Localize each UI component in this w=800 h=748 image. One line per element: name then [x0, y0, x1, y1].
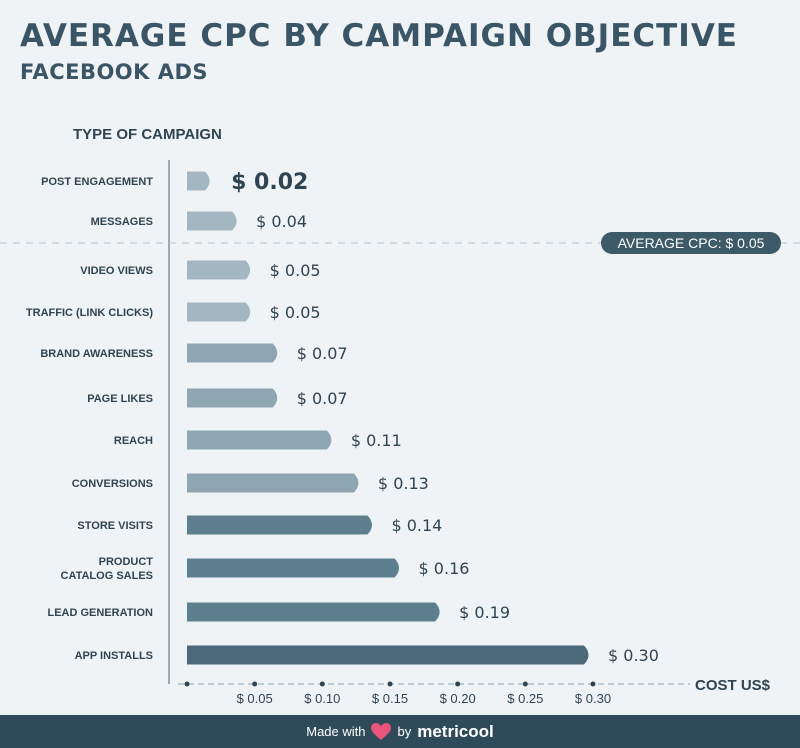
x-tick-label: $ 0.05: [237, 691, 273, 706]
chart-title: AVERAGE CPC BY CAMPAIGN OBJECTIVE: [20, 18, 738, 54]
value-label: $ 0.02: [231, 170, 308, 195]
x-tick-label: $ 0.20: [440, 691, 476, 706]
bar: [187, 260, 251, 280]
value-label: $ 0.04: [256, 212, 307, 231]
category-label: REACH: [114, 435, 153, 447]
bar: [187, 430, 332, 450]
chart-subtitle: FACEBOOK ADS: [20, 60, 209, 84]
metricool-logo[interactable]: metricool: [417, 721, 494, 741]
bar: [187, 515, 372, 535]
value-label: $ 0.07: [297, 389, 348, 408]
category-label: VIDEO VIEWS: [80, 265, 153, 277]
x-tick-dot: [387, 681, 393, 687]
category-label: POST ENGAGEMENT: [41, 176, 153, 188]
bar: [187, 211, 237, 231]
category-label: MESSAGES: [91, 216, 153, 228]
category-label: PRODUCT CATALOG SALES: [61, 556, 154, 582]
value-label: $ 0.30: [608, 646, 659, 665]
x-tick-dot: [319, 681, 325, 687]
value-label: $ 0.11: [351, 431, 402, 450]
average-badge: [601, 232, 781, 254]
by-text: by: [397, 724, 412, 739]
bar: [187, 388, 278, 408]
bar-chart: AVERAGE CPC: $ 0.05 POST ENGAGEMENT $ 0.02…: [0, 160, 800, 706]
category-label: PAGE LIKES: [87, 393, 153, 405]
value-label: $ 0.05: [270, 261, 321, 280]
category-label: STORE VISITS: [77, 520, 153, 532]
category-label: LEAD GENERATION: [47, 607, 153, 619]
x-axis-origin-dot: [184, 681, 190, 687]
bar: [187, 602, 440, 622]
value-label: $ 0.16: [419, 559, 470, 578]
category-label: CONVERSIONS: [72, 478, 153, 490]
heart-icon: [371, 722, 392, 740]
bar: [187, 558, 400, 578]
value-label: $ 0.14: [391, 516, 442, 535]
bar: [187, 171, 210, 191]
x-tick-label: $ 0.30: [575, 691, 611, 706]
x-axis-title: COST US$: [695, 677, 771, 694]
category-label: APP INSTALLS: [75, 650, 153, 662]
bar: [187, 302, 251, 322]
bar: [187, 473, 359, 493]
x-tick-dot: [252, 681, 258, 687]
x-tick-label: $ 0.10: [304, 691, 340, 706]
x-tick-label: $ 0.25: [507, 691, 543, 706]
x-tick-dot: [522, 681, 528, 687]
x-tick-label: $ 0.15: [372, 691, 408, 706]
bar: [187, 645, 589, 665]
value-label: $ 0.05: [270, 303, 321, 322]
y-axis-title: TYPE OF CAMPAIGN: [73, 126, 222, 143]
bar: [187, 343, 278, 363]
value-label: $ 0.13: [378, 474, 429, 493]
footer: Made with by metricool: [0, 715, 800, 748]
value-label: $ 0.07: [297, 344, 348, 363]
category-label: TRAFFIC (LINK CLICKS): [26, 307, 153, 319]
x-tick-dot: [590, 681, 596, 687]
value-label: $ 0.19: [459, 603, 510, 622]
category-label: BRAND AWARENESS: [40, 348, 153, 360]
average-label: AVERAGE CPC: $ 0.05: [618, 235, 765, 251]
made-with-text: Made with: [306, 724, 366, 739]
x-tick-dot: [455, 681, 461, 687]
